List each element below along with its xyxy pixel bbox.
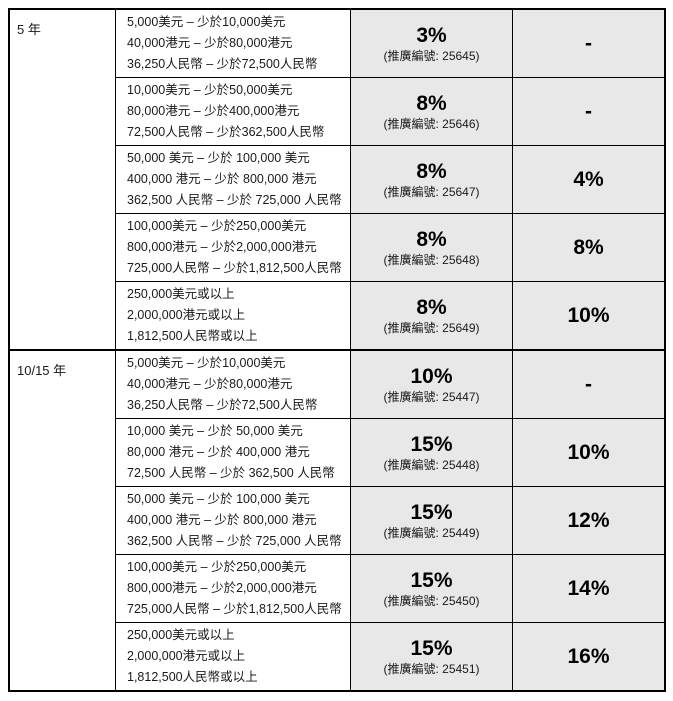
amount-line-hkd: 2,000,000港元或以上 — [127, 649, 246, 663]
amount-line-usd: 10,000美元 – 少於50,000美元 — [127, 83, 293, 97]
amount-range-cell: 100,000美元 – 少於250,000美元 800,000港元 – 少於2,… — [116, 214, 351, 281]
rate-value: 8% — [416, 160, 447, 183]
promo-rates-table: 5 年 5,000美元 – 少於10,000美元 40,000港元 – 少於80… — [8, 8, 666, 692]
rate-cell: 15% (推廣編號: 25448) — [351, 419, 513, 486]
amount-line-hkd: 40,000港元 – 少於80,000港元 — [127, 377, 293, 391]
promo-code: (推廣編號: 25647) — [383, 185, 480, 199]
rate-value: 10% — [410, 365, 453, 388]
promo-code: (推廣編號: 25646) — [383, 117, 480, 131]
rate-cell: 3% (推廣編號: 25645) — [351, 10, 513, 77]
amount-line-hkd: 2,000,000港元或以上 — [127, 308, 246, 322]
amount-line-rmb: 725,000人民幣 – 少於1,812,500人民幣 — [127, 602, 342, 616]
bonus-rate-cell: - — [513, 351, 664, 418]
promo-code: (推廣編號: 25447) — [383, 390, 480, 404]
bonus-rate-cell: 4% — [513, 146, 664, 213]
rate-cell: 10% (推廣編號: 25447) — [351, 351, 513, 418]
section-5yr-rows: 5,000美元 – 少於10,000美元 40,000港元 – 少於80,000… — [116, 10, 664, 349]
rate-cell: 8% (推廣編號: 25649) — [351, 282, 513, 349]
amount-line-usd: 5,000美元 – 少於10,000美元 — [127, 15, 286, 29]
rate-value: 8% — [416, 296, 447, 319]
section-10-15yr: 10/15 年 5,000美元 – 少於10,000美元 40,000港元 – … — [10, 349, 664, 690]
amount-range-cell: 5,000美元 – 少於10,000美元 40,000港元 – 少於80,000… — [116, 10, 351, 77]
amount-line-usd: 250,000美元或以上 — [127, 628, 235, 642]
table-row: 100,000美元 – 少於250,000美元 800,000港元 – 少於2,… — [116, 213, 664, 281]
rate-cell: 15% (推廣編號: 25451) — [351, 623, 513, 690]
table-row: 5,000美元 – 少於10,000美元 40,000港元 – 少於80,000… — [116, 10, 664, 77]
amount-line-usd: 100,000美元 – 少於250,000美元 — [127, 560, 307, 574]
bonus-rate-cell: 16% — [513, 623, 664, 690]
bonus-rate-cell: 14% — [513, 555, 664, 622]
amount-range-cell: 5,000美元 – 少於10,000美元 40,000港元 – 少於80,000… — [116, 351, 351, 418]
table-row: 250,000美元或以上 2,000,000港元或以上 1,812,500人民幣… — [116, 281, 664, 349]
amount-line-usd: 50,000 美元 – 少於 100,000 美元 — [127, 492, 310, 506]
bonus-rate-cell: 8% — [513, 214, 664, 281]
table-row: 250,000美元或以上 2,000,000港元或以上 1,812,500人民幣… — [116, 622, 664, 690]
amount-line-hkd: 400,000 港元 – 少於 800,000 港元 — [127, 172, 317, 186]
bonus-rate-cell: 10% — [513, 419, 664, 486]
term-cell-5yr: 5 年 — [10, 10, 116, 349]
amount-range-cell: 10,000美元 – 少於50,000美元 80,000港元 – 少於400,0… — [116, 78, 351, 145]
table-row: 50,000 美元 – 少於 100,000 美元 400,000 港元 – 少… — [116, 145, 664, 213]
section-5yr: 5 年 5,000美元 – 少於10,000美元 40,000港元 – 少於80… — [10, 10, 664, 349]
amount-line-rmb: 72,500人民幣 – 少於362,500人民幣 — [127, 125, 325, 139]
amount-range-cell: 250,000美元或以上 2,000,000港元或以上 1,812,500人民幣… — [116, 623, 351, 690]
rate-value: 15% — [410, 637, 453, 660]
rate-value: 15% — [410, 433, 453, 456]
amount-range-cell: 50,000 美元 – 少於 100,000 美元 400,000 港元 – 少… — [116, 146, 351, 213]
amount-line-rmb: 1,812,500人民幣或以上 — [127, 670, 258, 684]
amount-line-rmb: 725,000人民幣 – 少於1,812,500人民幣 — [127, 261, 342, 275]
rate-cell: 15% (推廣編號: 25450) — [351, 555, 513, 622]
table-row: 100,000美元 – 少於250,000美元 800,000港元 – 少於2,… — [116, 554, 664, 622]
table-row: 50,000 美元 – 少於 100,000 美元 400,000 港元 – 少… — [116, 486, 664, 554]
amount-line-hkd: 40,000港元 – 少於80,000港元 — [127, 36, 293, 50]
section-10-15yr-rows: 5,000美元 – 少於10,000美元 40,000港元 – 少於80,000… — [116, 351, 664, 690]
amount-range-cell: 250,000美元或以上 2,000,000港元或以上 1,812,500人民幣… — [116, 282, 351, 349]
promo-code: (推廣編號: 25451) — [383, 662, 480, 676]
amount-line-hkd: 80,000港元 – 少於400,000港元 — [127, 104, 300, 118]
amount-line-usd: 100,000美元 – 少於250,000美元 — [127, 219, 307, 233]
amount-line-hkd: 800,000港元 – 少於2,000,000港元 — [127, 581, 317, 595]
amount-range-cell: 50,000 美元 – 少於 100,000 美元 400,000 港元 – 少… — [116, 487, 351, 554]
bonus-rate-cell: - — [513, 10, 664, 77]
amount-line-rmb: 362,500 人民幣 – 少於 725,000 人民幣 — [127, 193, 342, 207]
rate-cell: 15% (推廣編號: 25449) — [351, 487, 513, 554]
rate-value: 8% — [416, 92, 447, 115]
promo-code: (推廣編號: 25648) — [383, 253, 480, 267]
promo-code: (推廣編號: 25645) — [383, 49, 480, 63]
table-row: 10,000 美元 – 少於 50,000 美元 80,000 港元 – 少於 … — [116, 418, 664, 486]
amount-line-rmb: 36,250人民幣 – 少於72,500人民幣 — [127, 57, 318, 71]
rate-value: 15% — [410, 569, 453, 592]
rate-cell: 8% (推廣編號: 25647) — [351, 146, 513, 213]
bonus-rate-cell: 12% — [513, 487, 664, 554]
amount-line-usd: 50,000 美元 – 少於 100,000 美元 — [127, 151, 310, 165]
amount-line-hkd: 80,000 港元 – 少於 400,000 港元 — [127, 445, 310, 459]
promo-code: (推廣編號: 25450) — [383, 594, 480, 608]
amount-line-rmb: 362,500 人民幣 – 少於 725,000 人民幣 — [127, 534, 342, 548]
promo-code: (推廣編號: 25649) — [383, 321, 480, 335]
promo-code: (推廣編號: 25448) — [383, 458, 480, 472]
rate-value: 15% — [410, 501, 453, 524]
amount-line-rmb: 72,500 人民幣 – 少於 362,500 人民幣 — [127, 466, 335, 480]
amount-line-usd: 10,000 美元 – 少於 50,000 美元 — [127, 424, 303, 438]
table-row: 5,000美元 – 少於10,000美元 40,000港元 – 少於80,000… — [116, 351, 664, 418]
amount-line-usd: 250,000美元或以上 — [127, 287, 235, 301]
rate-value: 3% — [416, 24, 447, 47]
amount-range-cell: 100,000美元 – 少於250,000美元 800,000港元 – 少於2,… — [116, 555, 351, 622]
amount-line-usd: 5,000美元 – 少於10,000美元 — [127, 356, 286, 370]
amount-line-hkd: 400,000 港元 – 少於 800,000 港元 — [127, 513, 317, 527]
bonus-rate-cell: - — [513, 78, 664, 145]
amount-line-rmb: 1,812,500人民幣或以上 — [127, 329, 258, 343]
term-cell-10-15yr: 10/15 年 — [10, 351, 116, 690]
rate-cell: 8% (推廣編號: 25646) — [351, 78, 513, 145]
bonus-rate-cell: 10% — [513, 282, 664, 349]
table-row: 10,000美元 – 少於50,000美元 80,000港元 – 少於400,0… — [116, 77, 664, 145]
amount-line-rmb: 36,250人民幣 – 少於72,500人民幣 — [127, 398, 318, 412]
amount-range-cell: 10,000 美元 – 少於 50,000 美元 80,000 港元 – 少於 … — [116, 419, 351, 486]
promo-code: (推廣編號: 25449) — [383, 526, 480, 540]
rate-cell: 8% (推廣編號: 25648) — [351, 214, 513, 281]
rate-value: 8% — [416, 228, 447, 251]
amount-line-hkd: 800,000港元 – 少於2,000,000港元 — [127, 240, 317, 254]
